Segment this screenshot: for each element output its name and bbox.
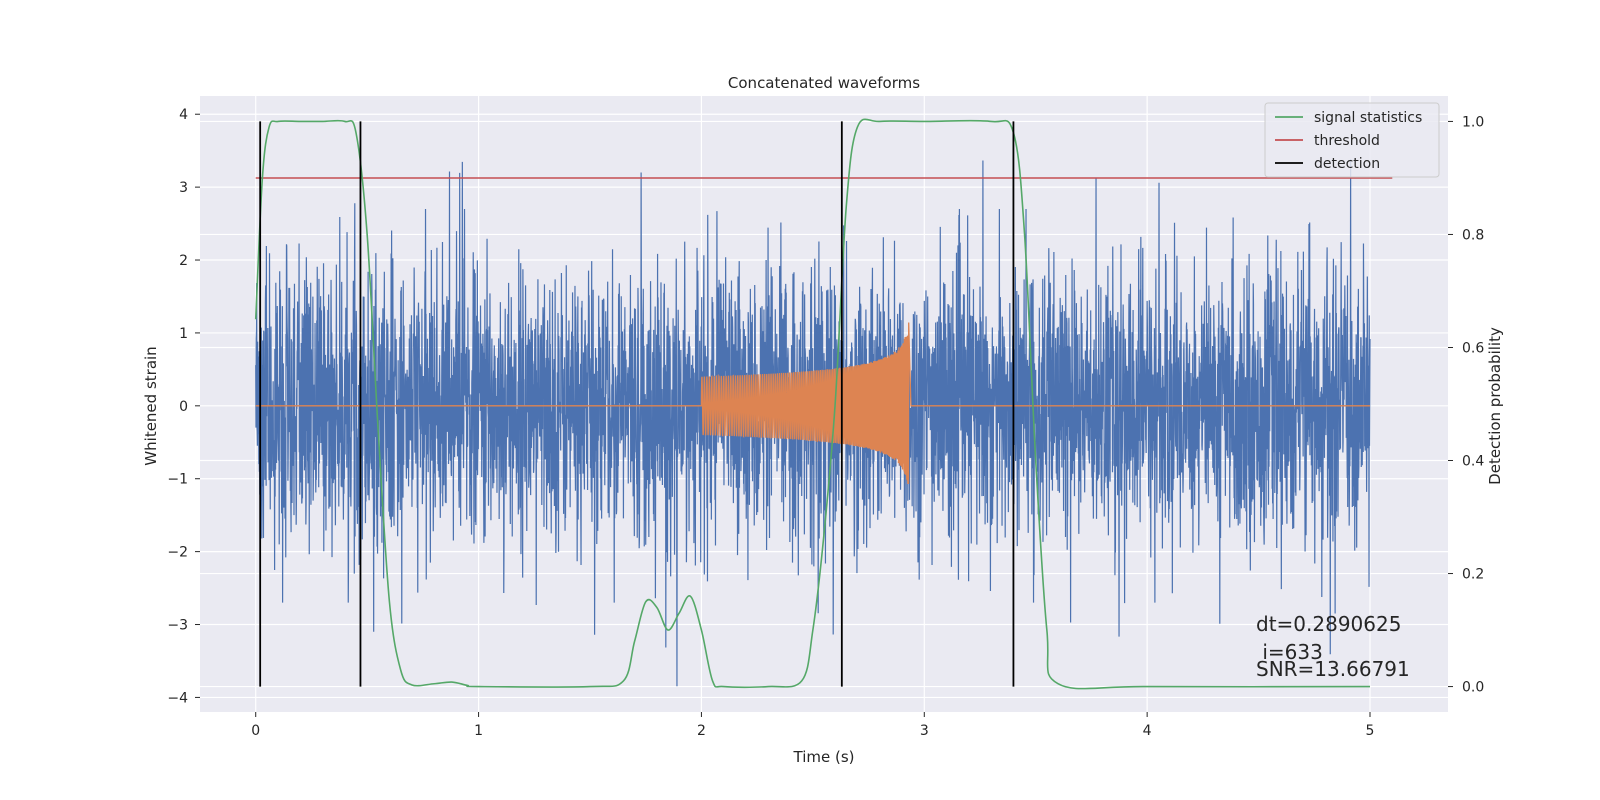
annotation-dt: dt=0.2890625 <box>1256 612 1401 636</box>
legend-label-detection: detection <box>1314 156 1380 172</box>
y-axis-label: Whitened strain <box>142 346 160 465</box>
y2-tick-label: 0.4 <box>1462 454 1484 470</box>
y-tick-label: −2 <box>167 545 188 561</box>
annotation-snr: SNR=13.66791 <box>1256 657 1410 681</box>
template-series <box>255 322 1370 484</box>
annotation-i: i=633 <box>1256 640 1323 664</box>
y-tick-label: −4 <box>167 690 188 706</box>
y-tick-label: 0 <box>179 399 188 415</box>
x-tick-label: 3 <box>920 723 929 739</box>
template-line <box>255 322 1370 484</box>
legend: signal statistics threshold detection <box>1264 102 1440 178</box>
y2-tick-label: 0.0 <box>1462 680 1484 696</box>
y-tick-label: −3 <box>167 618 188 634</box>
y-tick-label: 3 <box>179 180 188 196</box>
detection-series <box>259 121 1015 687</box>
y2-tick-label: 0.8 <box>1462 227 1484 243</box>
x-tick-label: 5 <box>1366 723 1375 739</box>
y2-tick-label: 0.6 <box>1462 340 1484 356</box>
x-tick-label: 2 <box>697 723 706 739</box>
y2-axis-ticks: 1.0 0.8 0.6 0.4 0.2 0.0 <box>1448 114 1484 696</box>
signal-statistics-series <box>254 118 1371 690</box>
y2-tick-label: 0.2 <box>1462 567 1484 583</box>
x-tick-label: 4 <box>1143 723 1152 739</box>
x-axis-label: Time (s) <box>793 748 855 766</box>
x-tick-label: 0 <box>251 723 260 739</box>
legend-box <box>1264 102 1440 178</box>
y2-axis-label: Detection probability <box>1486 327 1504 485</box>
strain-line <box>255 159 1371 687</box>
y-tick-label: 2 <box>179 253 188 269</box>
signal-statistics-line <box>254 118 1371 690</box>
y2-tick-label: 1.0 <box>1462 114 1484 130</box>
legend-label-threshold: threshold <box>1314 133 1380 149</box>
strain-series <box>255 159 1371 687</box>
y-tick-label: 4 <box>179 107 188 123</box>
y-tick-label: −1 <box>167 472 188 488</box>
legend-label-signal-statistics: signal statistics <box>1314 110 1422 126</box>
y-tick-label: 1 <box>179 326 188 342</box>
x-axis-ticks: 0 1 2 3 4 5 <box>251 712 1374 739</box>
y-axis-ticks: 4 3 2 1 0 −1 −2 −3 −4 <box>167 107 200 706</box>
x-tick-label: 1 <box>474 723 483 739</box>
chart-title: Concatenated waveforms <box>728 74 920 92</box>
